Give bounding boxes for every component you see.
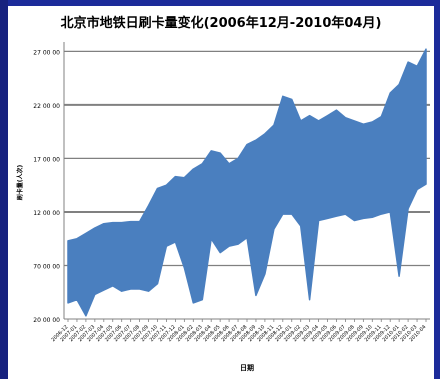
chart-svg: 20 00 00 70 00 00 12 00 00 17 00 00 22 00 00…: [16, 42, 430, 372]
chart-title: 北京市地铁日刷卡量变化(2006年12月-2010年04月): [60, 16, 382, 31]
y-tick-label: 27 00 00: [33, 49, 60, 56]
slide-edge-stripe: [0, 0, 8, 379]
y-tick-label: 12 00 00: [33, 210, 60, 217]
y-tick-label: 20 00 00: [33, 317, 60, 324]
y-tick-label: 22 00 00: [33, 103, 60, 110]
y-tick-label: 70 00 00: [33, 263, 60, 270]
y-axis-title: 刷卡量(人次): [16, 165, 24, 201]
chart-panel: 北京市地铁日刷卡量变化(2006年12月-2010年04月) 20 00 00 7…: [8, 6, 434, 379]
area-series: [67, 48, 427, 317]
x-axis-title: 日期: [240, 363, 254, 372]
y-tick-label: 17 00 00: [33, 156, 60, 163]
